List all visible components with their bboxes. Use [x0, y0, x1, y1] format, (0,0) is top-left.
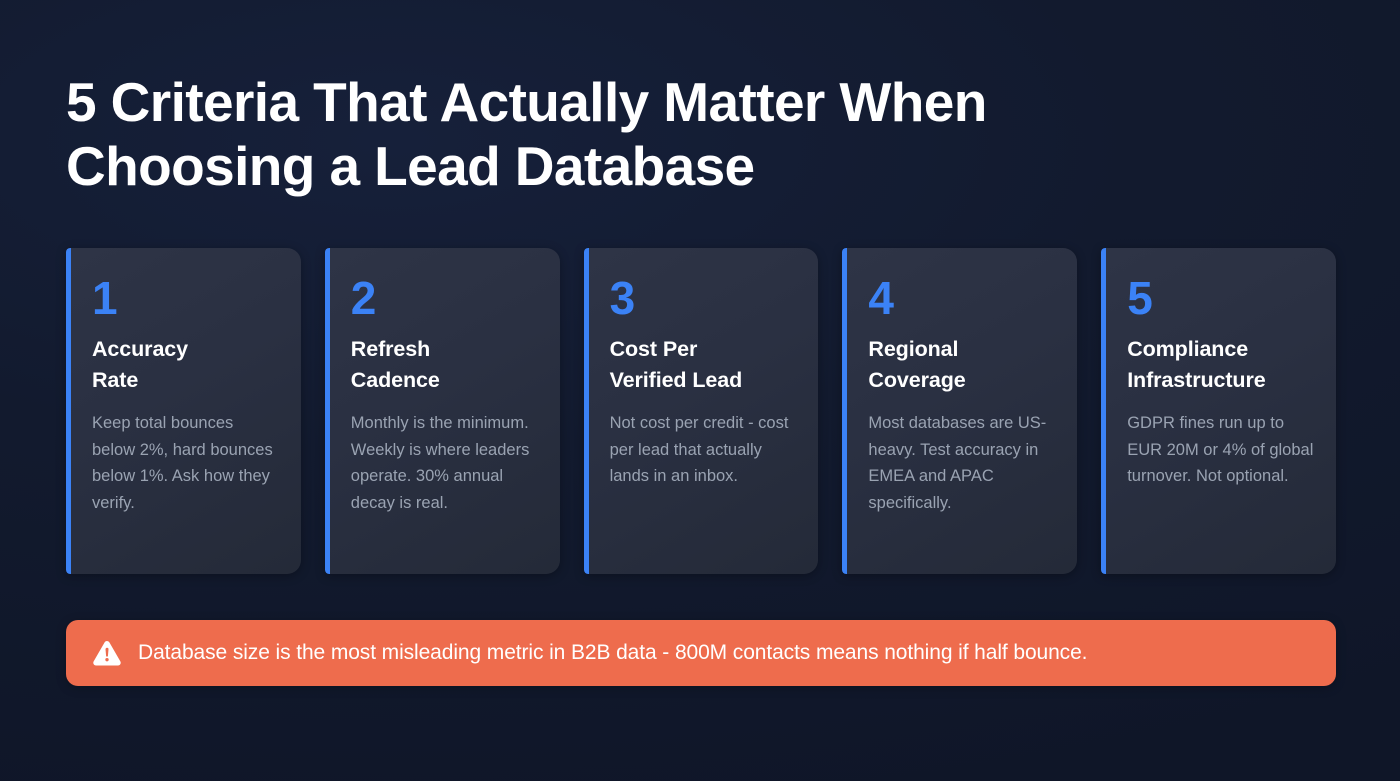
warning-banner-text: Database size is the most misleading met…: [138, 641, 1088, 664]
card-number: 3: [609, 272, 636, 324]
page-title: 5 Criteria That Actually Matter When Cho…: [66, 70, 1076, 198]
card-title: Refresh Cadence: [351, 334, 538, 396]
card-title-line-2: Coverage: [868, 368, 966, 392]
card-number: 2: [350, 272, 377, 324]
card-body-text: GDPR fines run up to EUR 20M or 4% of gl…: [1127, 414, 1314, 485]
card-body-text: Monthly is the minimum. Weekly is where …: [350, 414, 530, 512]
card-body-text: Keep total bounces below 2%, hard bounce…: [92, 414, 273, 512]
card-title-line-2: Rate: [92, 368, 139, 392]
card-title: Cost Per Verified Lead: [610, 334, 797, 396]
title-line-2: Choosing a Lead Database: [66, 135, 755, 197]
card-title-line-2: Verified Lead: [609, 368, 743, 392]
card-number: 4: [868, 272, 894, 324]
criteria-card: 5 Compliance Infrastructure GDPR fines r…: [1101, 248, 1336, 574]
criteria-card: 1 Accuracy Rate Keep total bounces below…: [66, 248, 301, 574]
title-heading: 5 Criteria That Actually Matter When Cho…: [66, 70, 1076, 198]
criteria-card-list: 1 Accuracy Rate Keep total bounces below…: [66, 248, 1336, 574]
card-title-line-2: Cadence: [350, 368, 440, 392]
card-title-line-1: Accuracy: [92, 337, 189, 361]
card-title-line-1: Compliance: [1127, 337, 1249, 361]
criteria-card: 3 Cost Per Verified Lead Not cost per cr…: [583, 248, 819, 574]
card-title: Accuracy Rate: [92, 334, 279, 396]
warning-triangle-icon: [93, 641, 121, 666]
criteria-card: 2 Refresh Cadence Monthly is the minimum…: [324, 248, 560, 574]
card-title: Regional Coverage: [868, 334, 1055, 396]
card-title-line-1: Cost Per: [609, 337, 698, 361]
card-title-line-1: Regional: [868, 337, 959, 361]
card-body-text: Most databases are US-heavy. Test accura…: [868, 414, 1047, 512]
card-title-line-2: Infrastructure: [1127, 368, 1266, 392]
criteria-card: 4 Regional Coverage Most databases are U…: [842, 248, 1078, 574]
warning-banner: Database size is the most misleading met…: [66, 620, 1336, 686]
title-line-1: 5 Criteria That Actually Matter When: [66, 71, 987, 133]
card-body-text: Not cost per credit - cost per lead that…: [609, 414, 789, 485]
card-title-line-1: Refresh: [350, 337, 431, 361]
card-number: 5: [1127, 272, 1153, 324]
card-title: Compliance Infrastructure: [1127, 334, 1314, 396]
card-number: 1: [92, 272, 118, 324]
